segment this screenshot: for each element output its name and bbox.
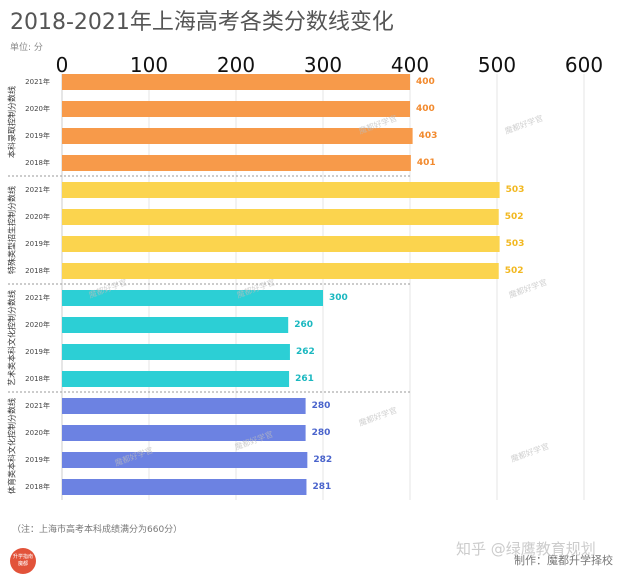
year-label: 2020年	[25, 212, 50, 221]
value-label: 280	[312, 428, 331, 438]
brand-logo: 升学指南 魔都	[10, 548, 36, 574]
value-label: 280	[312, 401, 331, 411]
logo-line2: 魔都	[17, 561, 28, 567]
bar	[62, 236, 500, 252]
year-label: 2019年	[25, 131, 50, 140]
value-label: 260	[294, 320, 313, 330]
year-label: 2019年	[25, 239, 50, 248]
year-label: 2021年	[25, 401, 50, 410]
logo-line1: 升学指南	[12, 554, 33, 560]
overlay-watermark: 魔都好学官	[357, 405, 398, 428]
value-label: 403	[419, 131, 438, 141]
year-label: 2020年	[25, 320, 50, 329]
group-label: 本科录取控制分数线	[7, 86, 17, 158]
x-tick-label: 100	[130, 53, 168, 77]
year-label: 2019年	[25, 455, 50, 464]
unit-label: 单位: 分	[10, 43, 43, 53]
bar	[62, 209, 499, 225]
value-label: 401	[417, 158, 436, 168]
bar	[62, 425, 306, 441]
x-tick-label: 400	[391, 53, 429, 77]
value-label: 502	[505, 266, 524, 276]
value-label: 282	[313, 455, 332, 465]
bar	[62, 479, 307, 495]
year-label: 2021年	[25, 77, 50, 86]
bar	[62, 452, 308, 468]
year-label: 2020年	[25, 428, 50, 437]
year-label: 2018年	[25, 482, 50, 491]
watermark-zhihu: 知乎 @绿鹰教育规划	[456, 540, 596, 558]
value-label: 281	[312, 482, 331, 492]
x-tick-label: 300	[304, 53, 342, 77]
bar	[62, 263, 499, 279]
value-label: 262	[296, 347, 315, 357]
year-label: 2020年	[25, 104, 50, 113]
group-label: 体育类本科文化控制分数线	[7, 398, 17, 494]
year-label: 2019年	[25, 347, 50, 356]
bar	[62, 101, 410, 117]
bar	[62, 182, 500, 198]
bar	[62, 128, 413, 144]
year-label: 2021年	[25, 185, 50, 194]
group-label: 特殊类型招生控制分数线	[7, 186, 17, 274]
value-label: 261	[295, 374, 314, 384]
group-label: 艺术类本科文化控制分数线	[7, 290, 17, 386]
watermark-maker: 制作：魔都升学择校	[514, 554, 613, 567]
value-label: 400	[416, 77, 435, 87]
year-label: 2018年	[25, 374, 50, 383]
footnote: （注：上海市高考本科成绩满分为660分）	[12, 525, 183, 535]
x-tick-label: 200	[217, 53, 255, 77]
year-label: 2021年	[25, 293, 50, 302]
year-label: 2018年	[25, 266, 50, 275]
bar	[62, 317, 289, 333]
bar	[62, 74, 410, 90]
year-label: 2018年	[25, 158, 50, 167]
bar	[62, 155, 411, 171]
x-tick-label: 600	[565, 53, 603, 77]
overlay-watermark: 魔都好学官	[503, 113, 544, 136]
x-tick-label: 0	[56, 53, 69, 77]
value-label: 300	[329, 293, 348, 303]
value-label: 503	[506, 239, 525, 249]
x-tick-label: 500	[478, 53, 516, 77]
value-label: 400	[416, 104, 435, 114]
value-label: 502	[505, 212, 524, 222]
overlay-watermark: 魔都好学官	[509, 441, 550, 464]
overlay-watermark: 魔都好学官	[507, 277, 548, 300]
bar	[62, 398, 306, 414]
value-label: 503	[506, 185, 525, 195]
bar	[62, 344, 290, 360]
bar	[62, 290, 323, 306]
page-title: 2018-2021年上海高考各类分数线变化	[10, 10, 394, 35]
bar	[62, 371, 290, 387]
